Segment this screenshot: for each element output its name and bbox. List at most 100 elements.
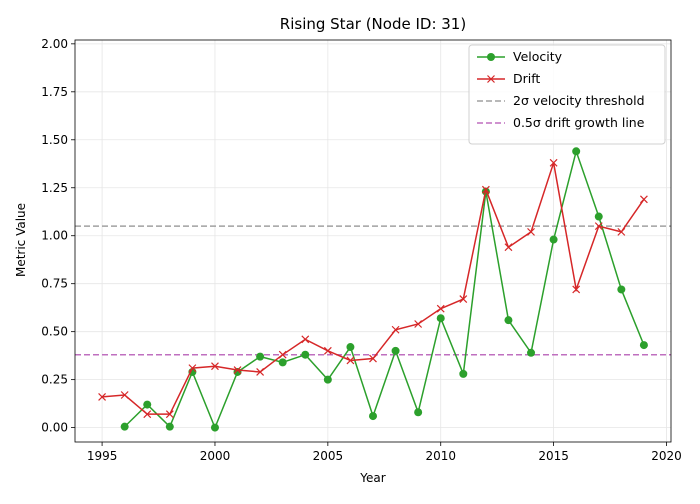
- marker-stroke: [346, 356, 355, 365]
- x-tick-label: 2010: [425, 449, 456, 463]
- data-point: [256, 368, 265, 376]
- x-tick-label: 1995: [87, 449, 118, 463]
- data-point: [278, 358, 287, 367]
- series-line: [102, 162, 645, 415]
- marker-stroke: [256, 368, 265, 376]
- marker-stroke: [301, 335, 310, 344]
- data-point: [143, 410, 152, 419]
- marker-stroke: [391, 325, 400, 334]
- x-tick-label: 2005: [313, 449, 344, 463]
- data-point: [617, 285, 626, 294]
- legend-box: [468, 44, 666, 145]
- data-point: [549, 158, 558, 167]
- data-point: [165, 422, 174, 431]
- data-point: [459, 369, 468, 378]
- legend-item: 0.5σ drift growth line: [477, 115, 645, 130]
- data-point: [165, 410, 174, 419]
- marker-stroke: [481, 185, 490, 194]
- marker-stroke: [233, 366, 242, 374]
- data-point: [594, 212, 603, 221]
- marker-stroke: [143, 410, 152, 419]
- legend-item: Velocity: [477, 49, 563, 64]
- legend-label: Velocity: [513, 49, 563, 64]
- y-tick-label: 0.00: [41, 421, 68, 435]
- y-tick-label: 1.00: [41, 229, 68, 243]
- data-point: [391, 325, 400, 334]
- legend-item: Drift: [477, 71, 540, 86]
- legend-label: 2σ velocity threshold: [513, 93, 645, 108]
- series-layer: [98, 147, 648, 432]
- marker-stroke: [323, 346, 332, 355]
- legend-marker: [487, 75, 495, 83]
- marker-stroke: [504, 243, 513, 252]
- marker-stroke: [188, 364, 197, 373]
- x-axis-label: Year: [359, 471, 385, 485]
- data-point: [98, 392, 107, 401]
- data-point: [143, 400, 152, 409]
- data-point: [369, 412, 377, 421]
- series-line: [124, 148, 645, 430]
- plot-frame: [74, 39, 672, 443]
- data-point: [617, 227, 626, 236]
- data-point: [414, 320, 423, 328]
- y-tick-label: 1.50: [41, 133, 68, 147]
- data-point: [549, 235, 558, 244]
- marker-stroke: [98, 392, 107, 401]
- data-point: [572, 285, 581, 294]
- data-point: [323, 346, 332, 355]
- legend-marker: [487, 53, 495, 61]
- x-tick-label: 2015: [538, 449, 569, 463]
- marker-stroke: [594, 222, 603, 231]
- data-point: [301, 335, 310, 344]
- data-point: [120, 391, 129, 399]
- data-point: [594, 222, 603, 231]
- legend: Velocity Drift 2σ velocity threshold 0.5σ d…: [468, 44, 666, 145]
- legend-label: 0.5σ drift growth line: [513, 115, 645, 130]
- y-tick-label: 0.75: [41, 277, 68, 291]
- data-point: [459, 295, 468, 303]
- marker-stroke: [549, 158, 558, 167]
- data-point: [436, 304, 445, 313]
- y-tick-label: 0.50: [41, 325, 68, 339]
- axes: 1995 2000 2005 2010 2015 2020 0.00 0.25 0.50 0.75…: [41, 37, 681, 463]
- marker-stroke: [617, 227, 626, 236]
- marker-stroke: [278, 350, 287, 359]
- legend-label: Drift: [513, 71, 540, 86]
- y-tick-label: 1.75: [41, 85, 68, 99]
- y-tick-label: 0.25: [41, 373, 68, 387]
- marker-stroke: [369, 354, 377, 363]
- data-point: [572, 147, 581, 156]
- data-point: [527, 348, 536, 357]
- marker-stroke: [436, 304, 445, 313]
- marker-stroke: [211, 362, 219, 371]
- data-point: [301, 350, 310, 359]
- y-axis-label: Metric Value: [14, 203, 28, 277]
- data-point: [211, 362, 219, 371]
- data-point: [369, 354, 377, 363]
- data-point: [414, 408, 423, 417]
- data-point: [436, 314, 445, 323]
- marker-stroke: [120, 391, 129, 399]
- data-point: [346, 356, 355, 365]
- y-tick-label: 1.25: [41, 181, 68, 195]
- data-point: [120, 422, 129, 431]
- data-point: [256, 352, 265, 361]
- reference-lines: [75, 225, 671, 356]
- data-point: [639, 341, 648, 350]
- data-point: [210, 423, 219, 432]
- data-point: [346, 343, 355, 352]
- data-point: [391, 346, 400, 355]
- chart-title: Rising Star (Node ID: 31): [280, 15, 466, 33]
- data-point: [504, 243, 513, 252]
- marker-stroke: [639, 195, 648, 204]
- marker-stroke: [459, 295, 468, 303]
- data-point: [527, 227, 535, 236]
- x-tick-label: 2020: [651, 449, 682, 463]
- data-point: [188, 364, 197, 373]
- marker-stroke: [165, 410, 174, 419]
- marker-stroke: [527, 227, 535, 236]
- data-point: [504, 316, 513, 325]
- marker-stroke: [414, 320, 423, 328]
